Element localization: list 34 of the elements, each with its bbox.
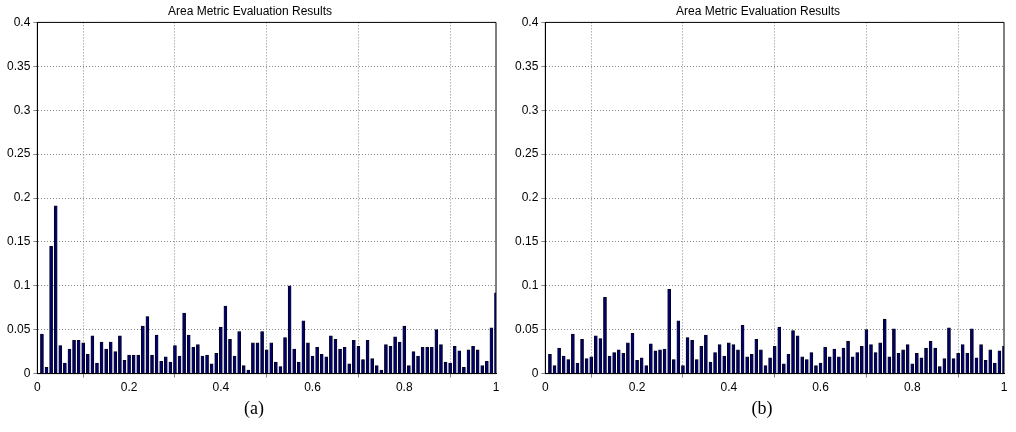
y-tick-label: 0.4 (521, 14, 539, 29)
x-tick-label: 0.8 (903, 380, 921, 395)
y-tick-label: 0.35 (7, 58, 31, 73)
chart-title: Area Metric Evaluation Results (675, 3, 841, 18)
x-tick-label: 0.6 (812, 380, 830, 395)
y-tick-label: 0 (23, 365, 31, 380)
y-tick-label: 0.4 (13, 14, 31, 29)
y-tick-label: 0.05 (7, 322, 31, 337)
x-tick-label: 1 (492, 380, 500, 395)
text: (a) (243, 398, 265, 419)
text: (b) (750, 398, 774, 419)
x-tick-label: 0.8 (395, 380, 413, 395)
y-tick-label: 0.1 (13, 278, 31, 293)
x-tick-label: 1 (1000, 380, 1008, 395)
y-tick-label: 0.05 (515, 322, 539, 337)
y-tick-label: 0.3 (13, 102, 31, 117)
y-tick-label: 0.25 (7, 146, 31, 161)
y-tick-label: 0.35 (515, 58, 539, 73)
x-tick-label: 0.4 (212, 380, 230, 395)
y-tick-label: 0.3 (521, 102, 539, 117)
y-tick-label: 0.1 (521, 278, 539, 293)
y-tick-label: 0.15 (515, 234, 539, 249)
x-tick-label: 0.2 (120, 380, 138, 395)
x-tick-label: 0.6 (304, 380, 322, 395)
x-tick-label: 0.4 (720, 380, 738, 395)
y-tick-label: 0.25 (515, 146, 539, 161)
y-tick-label: 0.2 (13, 190, 31, 205)
y-tick-label: 0 (531, 365, 539, 380)
chart-title: Area Metric Evaluation Results (167, 3, 333, 18)
x-tick-label: 0 (542, 380, 550, 395)
x-tick-label: 0.2 (628, 380, 646, 395)
y-tick-label: 0.15 (7, 234, 31, 249)
x-tick-label: 0 (34, 380, 42, 395)
y-tick-label: 0.2 (521, 190, 539, 205)
